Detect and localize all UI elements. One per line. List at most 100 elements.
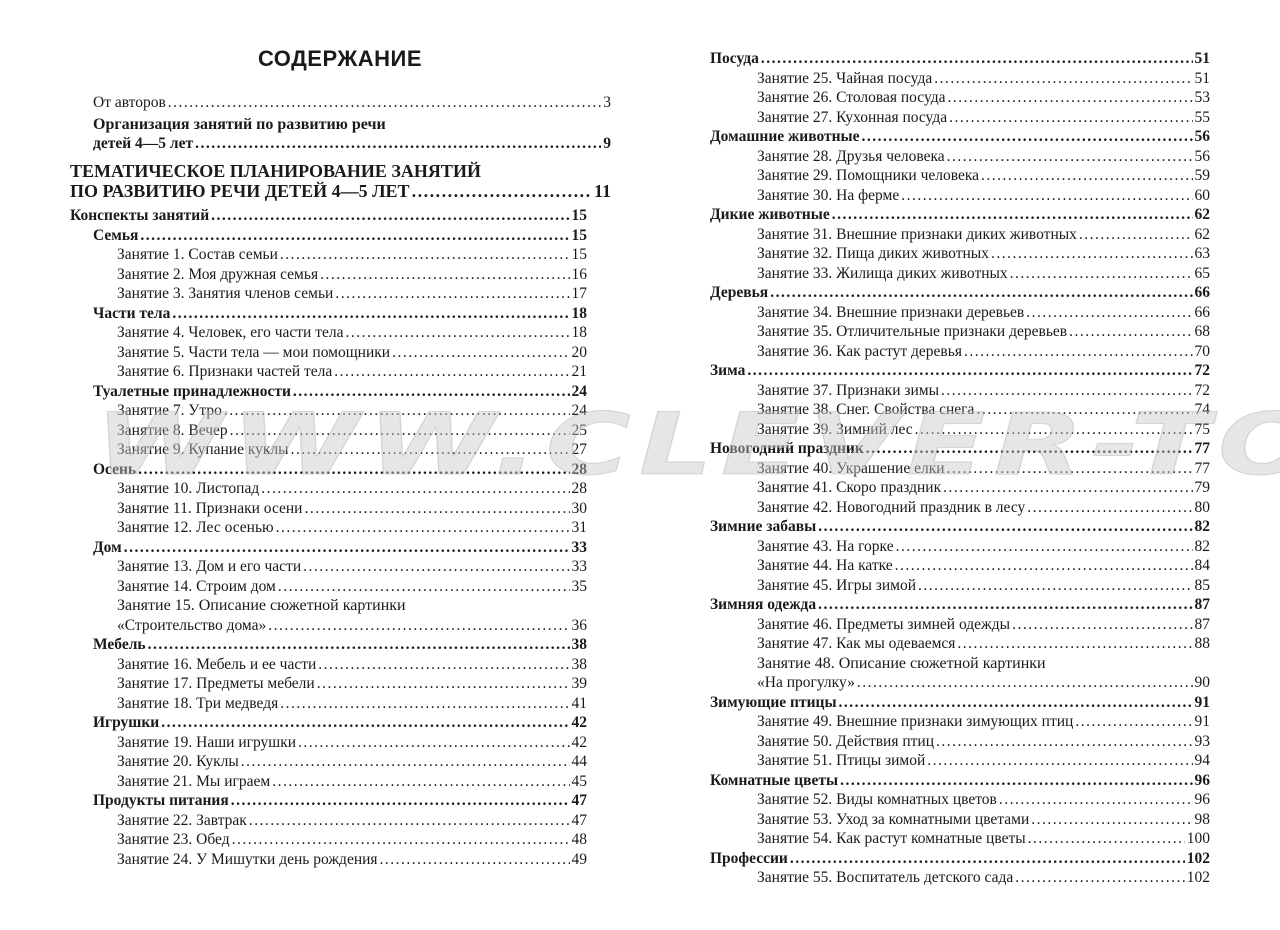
toc-entry-row: Занятие 16. Мебель и ее части 38 — [117, 655, 587, 675]
toc-entry: Занятие 7. Утро 24 — [70, 401, 587, 421]
dot-leader — [896, 537, 1193, 557]
page-title: СОДЕРЖАНИЕ — [257, 46, 423, 71]
toc-entry-row: Занятие 25. Чайная посуда 51 — [757, 69, 1210, 89]
toc-page-number: 100 — [1186, 830, 1210, 847]
toc-entry-row: Занятие 18. Три медведя 41 — [117, 694, 587, 714]
dot-leader — [862, 127, 1193, 147]
dot-leader — [949, 108, 1192, 128]
dot-leader — [140, 226, 569, 246]
toc-entry-row: Домашние животные 56 — [710, 127, 1210, 147]
toc-entry-title: Занятие 8. Вечер — [117, 421, 228, 439]
toc-entry: Деревья 66 — [710, 283, 1210, 303]
toc-page-number: 60 — [1194, 186, 1211, 204]
toc-entry-row: Занятие 4. Человек, его части тела 18 — [117, 323, 587, 343]
toc-entry-title: Занятие 19. Наши игрушки — [117, 733, 297, 751]
toc-entry-title: Занятие 10. Листопад — [117, 480, 260, 497]
toc-page-number: 9 — [603, 135, 611, 152]
toc-entry-row: Занятие 27. Кухонная посуда 55 — [757, 108, 1210, 128]
toc-entry-title: Занятие 26. Столовая посуда — [757, 89, 946, 106]
toc-entry-row: Занятие 14. Строим дом 35 — [117, 577, 587, 597]
toc-entry-title: Занятие 54. Как растут комнатные цветы — [757, 830, 1026, 847]
dot-leader — [231, 791, 570, 811]
dot-leader — [790, 849, 1185, 869]
dot-leader — [976, 400, 1192, 420]
toc-entry: Посуда 51 — [710, 49, 1210, 69]
toc-entry: Занятие 38. Снег. Свойства снега 74 — [710, 400, 1210, 420]
toc-page-number: 91 — [1194, 693, 1211, 711]
toc-entry-title: Занятие 40. Украшение елки — [757, 459, 945, 477]
toc-page-number: 79 — [1194, 479, 1211, 496]
dot-leader — [818, 517, 1192, 537]
toc-page-number: 33 — [571, 538, 588, 556]
toc-entry-row: Дикие животные 62 — [710, 205, 1210, 225]
dot-leader — [320, 265, 569, 285]
toc-entry: Занятие 1. Состав семьи 15 — [70, 245, 587, 265]
toc-entry: Занятие 3. Занятия членов семьи 17 — [70, 284, 587, 304]
toc-page-number: 51 — [1194, 69, 1211, 87]
dot-leader — [124, 538, 570, 558]
toc-entry-title: Занятие 5. Части тела — мои помощники — [117, 343, 391, 361]
toc-entry-title: Занятие 29. Помощники человека — [757, 167, 980, 184]
toc-entry: Семья 15 — [70, 226, 587, 246]
toc-entry-row: Игрушки 42 — [93, 713, 587, 733]
toc-entry-title: Занятие 23. Обед — [117, 831, 230, 848]
dot-leader — [318, 655, 569, 675]
dot-leader — [747, 361, 1192, 381]
toc-entry-title: Семья — [93, 226, 139, 244]
toc-entry-row: Занятие 2. Моя дружная семья 16 — [117, 265, 587, 285]
toc-entry-title: Занятие 12. Лес осенью — [117, 519, 274, 536]
dot-leader — [1031, 810, 1192, 830]
toc-entry-title: Занятие 42. Новогодний праздник в лесу — [757, 498, 1026, 516]
toc-page-number: 77 — [1194, 440, 1211, 457]
toc-entry-row: «На прогулку» 90 — [757, 673, 1210, 693]
toc-entry-title: Туалетные принадлежности — [93, 382, 291, 400]
toc-page-number: 82 — [1194, 537, 1211, 555]
toc-entry-row: Занятие 54. Как растут комнатные цветы 10… — [757, 829, 1210, 849]
toc-entry: Занятие 42. Новогодний праздник в лесу 80 — [710, 498, 1210, 518]
toc-entry: Зимняя одежда 87 — [710, 595, 1210, 615]
toc-entry-title: Занятие 41. Скоро праздник — [757, 479, 942, 496]
toc-entry-title: Занятие 34. Внешние признаки деревьев — [757, 303, 1025, 321]
toc-entry-title: Посуда — [710, 50, 759, 67]
toc-page-number: 77 — [1194, 459, 1211, 477]
toc-entry-title: Осень — [93, 460, 137, 478]
toc-entry-title: Занятие 20. Куклы — [117, 753, 239, 770]
toc-entry-title: Занятие 9. Купание куклы — [117, 441, 289, 458]
dot-leader — [232, 830, 570, 850]
toc-entry-title-line: Организация занятий по развитию речи — [93, 115, 386, 133]
toc-entry-title: Занятие 27. Кухонная посуда — [757, 108, 948, 126]
dot-leader — [895, 556, 1193, 576]
toc-entry: Занятие 10. Листопад 28 — [70, 479, 587, 499]
dot-leader — [943, 478, 1192, 498]
toc-page-number: 56 — [1194, 147, 1211, 165]
toc-entry: Занятие 32. Пища диких животных 63 — [710, 244, 1210, 264]
toc-entry-row: Занятие 31. Внешние признаки диких живот… — [757, 225, 1210, 245]
toc-entry-title: Занятие 16. Мебель и ее части — [117, 655, 317, 673]
toc-entry-row: Комнатные цветы 96 — [710, 771, 1210, 791]
dot-leader — [915, 420, 1193, 440]
toc-entry-row: детей 4—5 лет 9 — [93, 134, 611, 154]
toc-page-number: 59 — [1194, 167, 1211, 184]
dot-leader — [380, 850, 570, 870]
toc-entry-title: Зимние забавы — [710, 518, 817, 535]
toc-entry-row: Занятие 10. Листопад 28 — [117, 479, 587, 499]
dot-leader — [901, 186, 1192, 206]
toc-page-number: 96 — [1194, 771, 1211, 789]
toc-entry-row: Занятие 50. Действия птиц 93 — [757, 732, 1210, 752]
toc-page-number: 82 — [1194, 518, 1211, 535]
toc-entry: Дикие животные 62 — [710, 205, 1210, 225]
dot-leader — [1079, 225, 1193, 245]
dot-leader — [412, 181, 592, 201]
dot-leader — [249, 811, 570, 831]
toc-entry: Занятие 44. На катке 84 — [710, 556, 1210, 576]
toc-page-number: 36 — [571, 616, 588, 634]
toc-entry: Занятие 18. Три медведя 41 — [70, 694, 587, 714]
toc-entry-row: Занятие 19. Наши игрушки 42 — [117, 733, 587, 753]
toc-entry-row: «Строительство дома» 36 — [117, 616, 587, 636]
toc-page-number: 35 — [571, 577, 588, 595]
toc-entry-title: детей 4—5 лет — [93, 135, 194, 152]
toc-entry-title: Занятие 43. На горке — [757, 537, 894, 555]
toc-page-number: 68 — [1194, 323, 1211, 340]
toc-entry-title: Зимняя одежда — [710, 596, 817, 613]
toc-entry: Занятие 46. Предметы зимней одежды 87 — [710, 615, 1210, 635]
